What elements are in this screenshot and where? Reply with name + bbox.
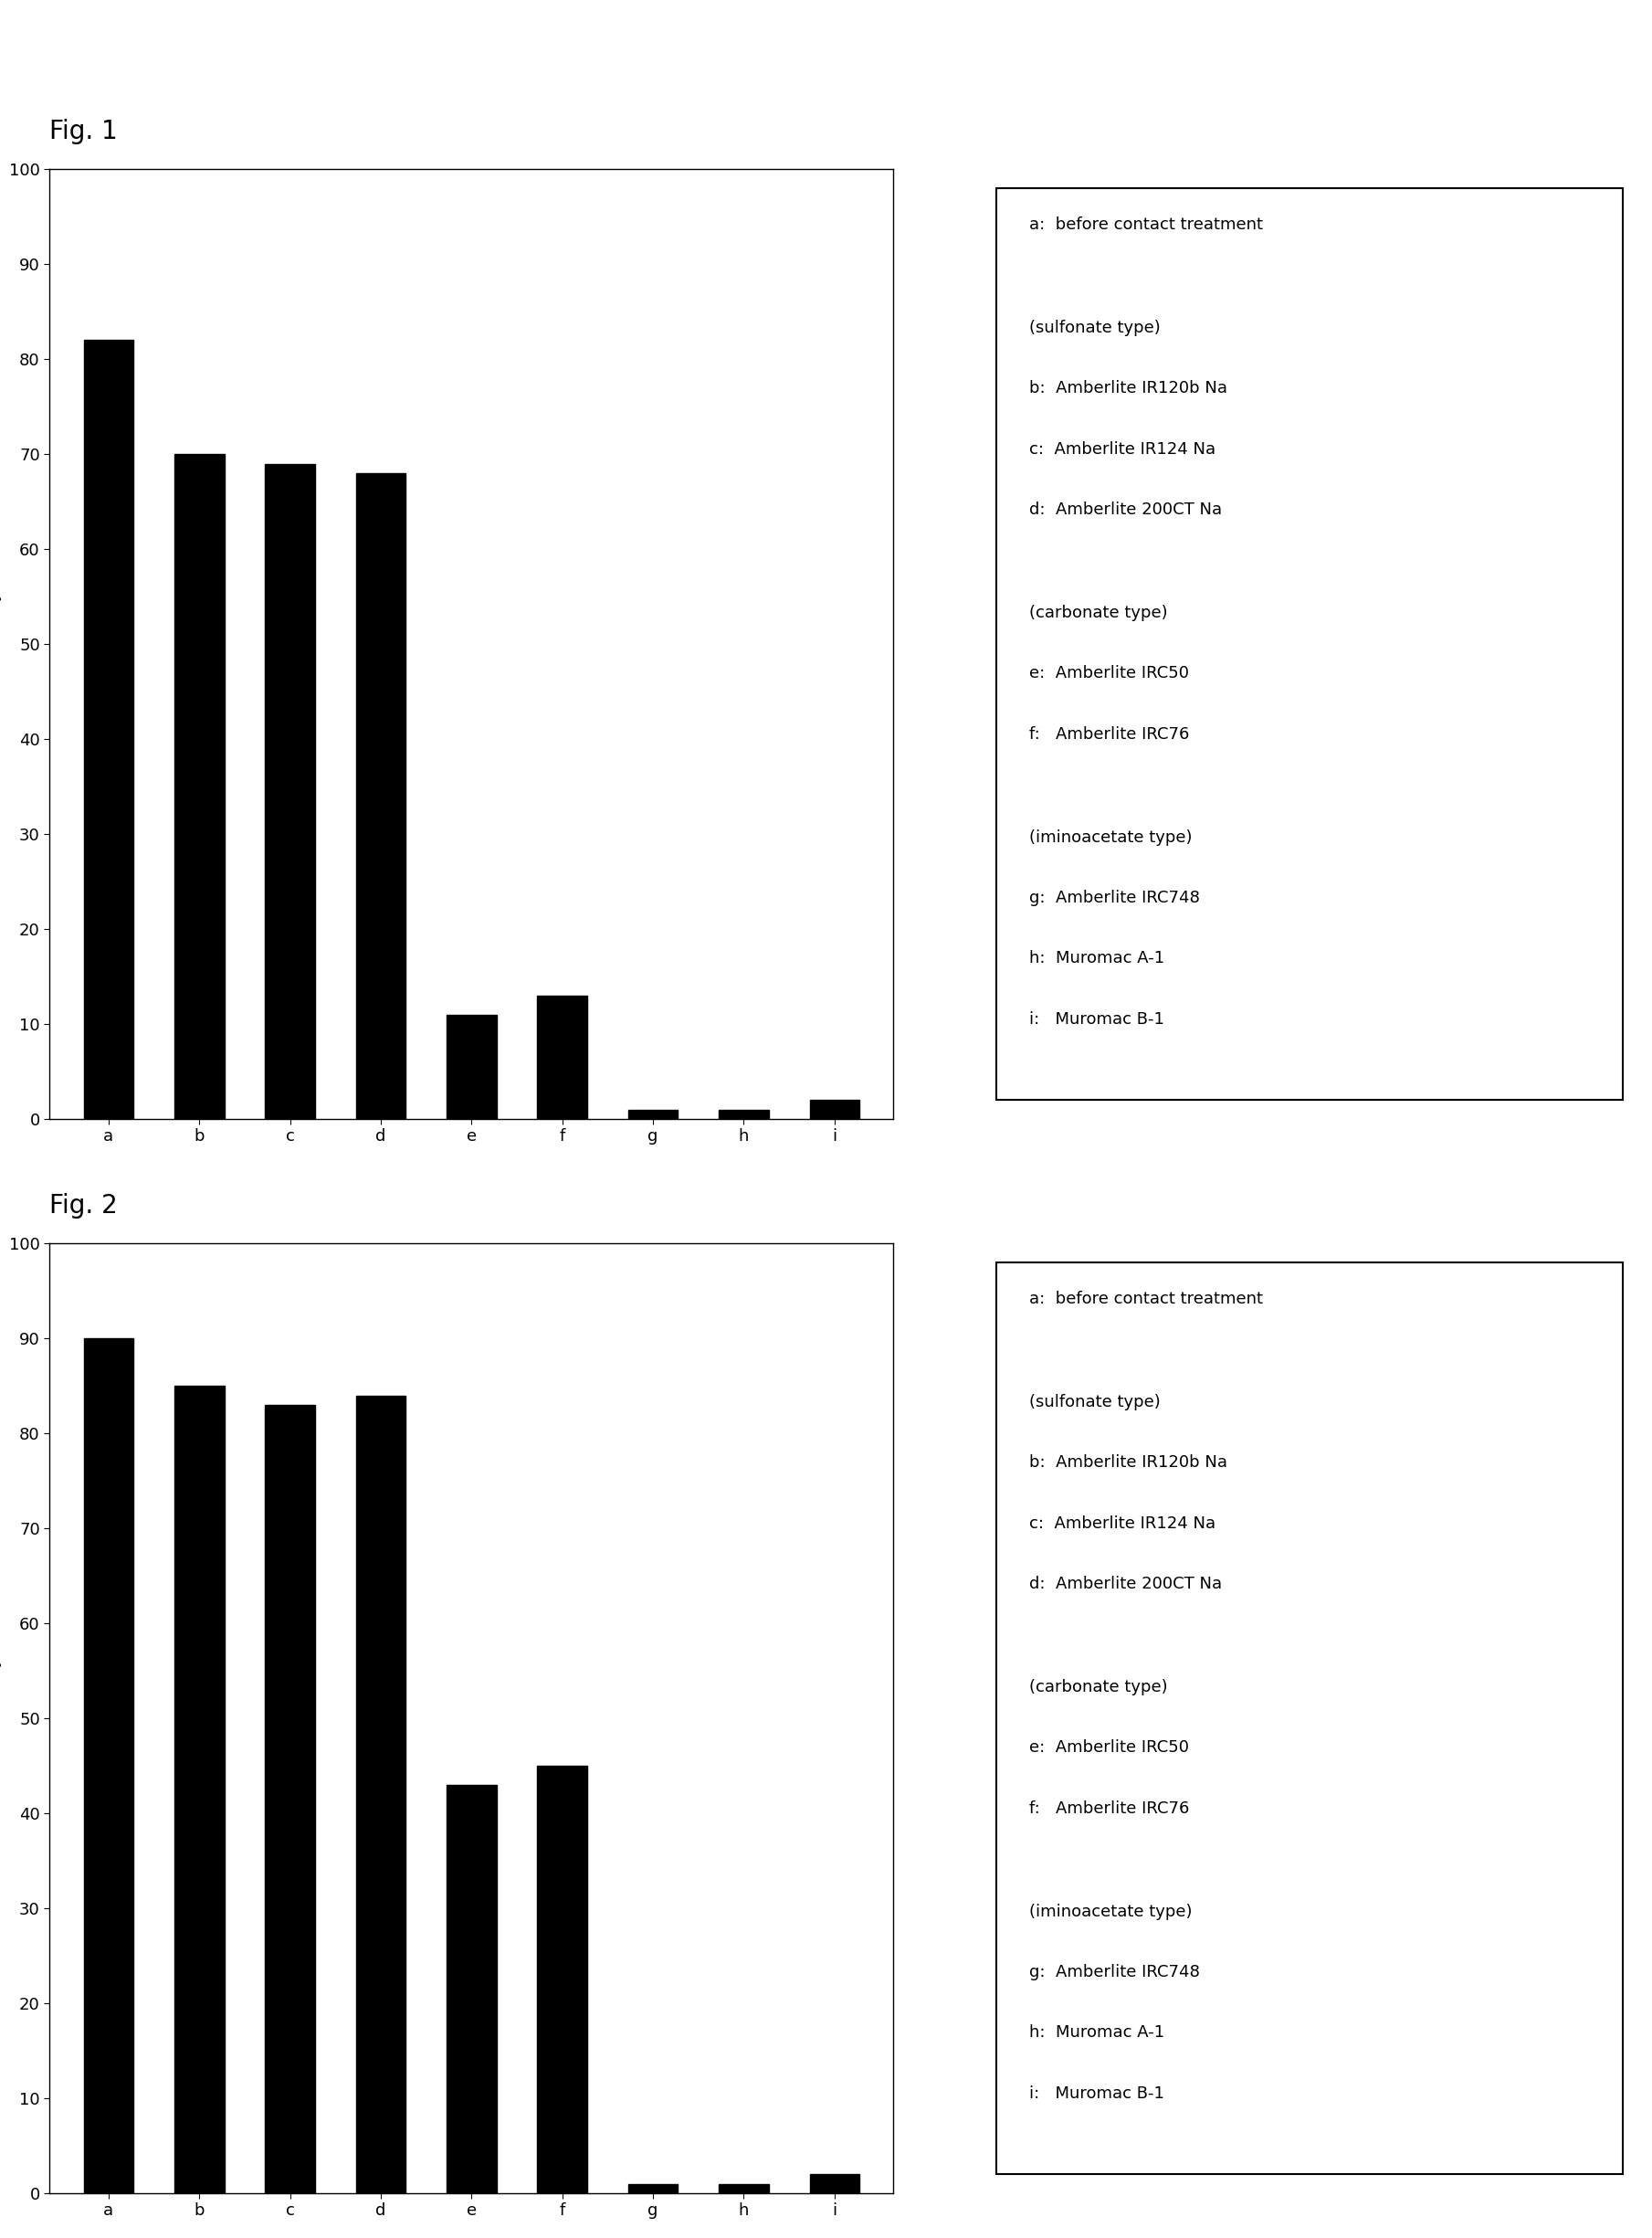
Text: i:   Muromac B-1: i: Muromac B-1	[1029, 1012, 1165, 1027]
Text: i:   Muromac B-1: i: Muromac B-1	[1029, 2086, 1165, 2101]
Bar	[355, 472, 406, 1119]
Bar	[809, 1101, 859, 1119]
Text: (iminoacetate type): (iminoacetate type)	[1029, 1902, 1193, 1920]
Bar	[537, 1766, 586, 2193]
Bar	[84, 340, 134, 1119]
Text: h:  Muromac A-1: h: Muromac A-1	[1029, 2025, 1165, 2041]
Text: e:  Amberlite IRC50: e: Amberlite IRC50	[1029, 1739, 1189, 1757]
Bar	[628, 1110, 677, 1119]
Text: d:  Amberlite 200CT Na: d: Amberlite 200CT Na	[1029, 1576, 1222, 1591]
Bar	[446, 1014, 497, 1119]
Text: Fig. 1: Fig. 1	[50, 119, 117, 143]
FancyBboxPatch shape	[996, 188, 1622, 1101]
Text: d:  Amberlite 200CT Na: d: Amberlite 200CT Na	[1029, 501, 1222, 517]
Bar	[84, 1338, 134, 2193]
Text: e:  Amberlite IRC50: e: Amberlite IRC50	[1029, 665, 1189, 683]
Bar	[175, 454, 225, 1119]
Text: (carbonate type): (carbonate type)	[1029, 1678, 1168, 1696]
Text: Fig. 2: Fig. 2	[50, 1193, 117, 1217]
Text: f:   Amberlite IRC76: f: Amberlite IRC76	[1029, 725, 1189, 743]
Bar	[264, 1405, 316, 2193]
Bar	[355, 1394, 406, 2193]
Bar	[719, 1110, 768, 1119]
Text: g:  Amberlite IRC748: g: Amberlite IRC748	[1029, 891, 1199, 906]
Bar	[264, 463, 316, 1119]
Text: (iminoacetate type): (iminoacetate type)	[1029, 828, 1193, 846]
Bar	[628, 2184, 677, 2193]
Text: a:  before contact treatment: a: before contact treatment	[1029, 1291, 1262, 1307]
Text: (sulfonate type): (sulfonate type)	[1029, 1394, 1160, 1410]
Text: (sulfonate type): (sulfonate type)	[1029, 320, 1160, 336]
Text: b:  Amberlite IR120b Na: b: Amberlite IR120b Na	[1029, 380, 1227, 396]
Text: h:  Muromac A-1: h: Muromac A-1	[1029, 951, 1165, 967]
Bar	[719, 2184, 768, 2193]
Text: b:  Amberlite IR120b Na: b: Amberlite IR120b Na	[1029, 1455, 1227, 1470]
Text: a:  before contact treatment: a: before contact treatment	[1029, 217, 1262, 233]
Bar	[809, 2175, 859, 2193]
Text: g:  Amberlite IRC748: g: Amberlite IRC748	[1029, 1965, 1199, 1981]
Bar	[537, 996, 586, 1119]
Text: f:   Amberlite IRC76: f: Amberlite IRC76	[1029, 1799, 1189, 1817]
Bar	[446, 1784, 497, 2193]
Text: c:  Amberlite IR124 Na: c: Amberlite IR124 Na	[1029, 441, 1216, 457]
FancyBboxPatch shape	[996, 1262, 1622, 2175]
Text: c:  Amberlite IR124 Na: c: Amberlite IR124 Na	[1029, 1515, 1216, 1531]
Bar	[175, 1385, 225, 2193]
Text: (carbonate type): (carbonate type)	[1029, 604, 1168, 622]
